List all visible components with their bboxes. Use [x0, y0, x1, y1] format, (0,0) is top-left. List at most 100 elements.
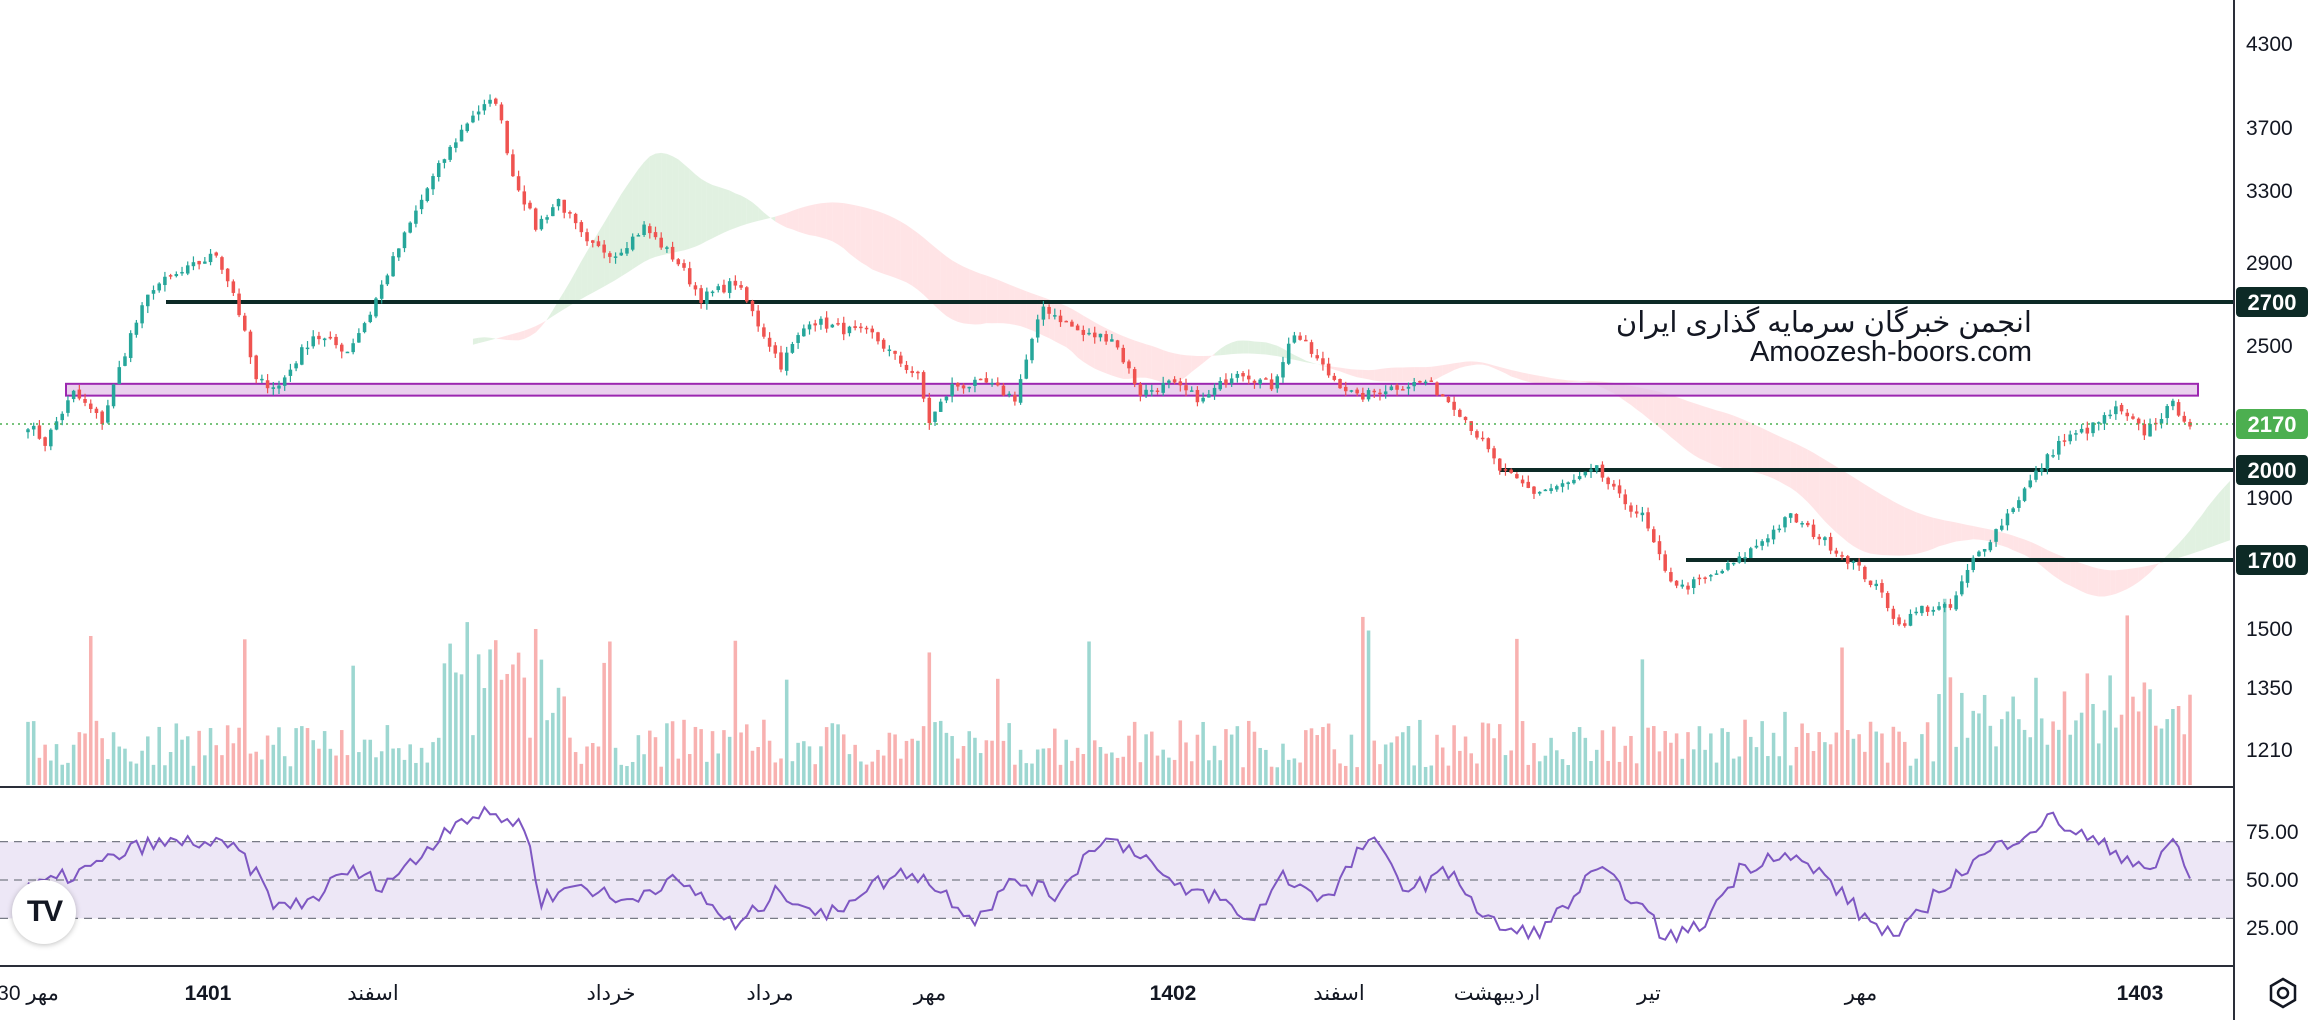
candle-body: [465, 123, 470, 132]
volume-bar: [938, 720, 943, 785]
candle-body: [1823, 537, 1827, 541]
volume-bar: [448, 643, 452, 785]
candle-body: [1001, 385, 1006, 396]
candle-body: [813, 323, 817, 326]
candle-body: [590, 240, 595, 243]
cloud-segment: [1802, 446, 1808, 503]
volume-bar: [1338, 763, 1342, 785]
volume-bar: [1931, 761, 1936, 785]
time-axis[interactable]: 30 مهر 1401 اسفند خرداد مرداد مهر 1402 اسفند ارد…: [0, 982, 2163, 1005]
candle-body: [682, 263, 686, 268]
volume-bar: [2034, 677, 2038, 785]
volume-bar: [1127, 735, 1131, 785]
candle-body: [927, 397, 932, 424]
volume-bar: [1777, 756, 1782, 785]
candle-body: [1669, 572, 1673, 582]
volume-bar: [49, 760, 53, 785]
candle-body: [648, 226, 652, 234]
volume-bar: [1845, 730, 1850, 785]
candle-body: [2148, 423, 2152, 437]
candle-body: [1857, 561, 1861, 566]
candle-body: [2136, 418, 2141, 424]
horizontal-levels[interactable]: [166, 300, 2234, 562]
cloud-segment: [1214, 348, 1221, 356]
volume-bar: [1321, 727, 1325, 785]
volume-bar: [511, 664, 515, 785]
candle-body: [659, 237, 663, 248]
cloud-segment: [1128, 338, 1135, 379]
settings-gear-icon[interactable]: [2269, 977, 2297, 1009]
candle-body: [1423, 381, 1428, 384]
candle-body: [796, 335, 800, 343]
candle-body: [1013, 395, 1017, 402]
volume-bar: [1110, 752, 1114, 785]
level-label: 1700: [2248, 548, 2297, 573]
candle-body: [334, 336, 338, 346]
candle-body: [1817, 536, 1821, 540]
volume-bar: [1743, 719, 1747, 785]
cloud-segment: [1556, 378, 1563, 384]
cloud-segment: [1670, 395, 1677, 442]
volume-bar: [1806, 733, 1810, 785]
volume-bar: [1754, 747, 1759, 785]
volume-bar: [391, 748, 395, 785]
tradingview-logo-icon[interactable]: TV: [12, 880, 76, 944]
cloud-segment: [1334, 366, 1341, 372]
candle-body: [1914, 611, 1918, 614]
volume-bar: [1229, 734, 1234, 785]
volume-bar: [1195, 734, 1200, 785]
candle-body: [1041, 306, 1046, 320]
volume-bar: [231, 743, 236, 785]
candle-body: [1982, 549, 1987, 552]
candle-body: [516, 176, 521, 191]
candle-body: [368, 314, 373, 323]
candle-body: [1098, 333, 1103, 338]
cloud-segment: [1197, 355, 1204, 368]
candle-body: [1880, 583, 1884, 593]
candle-body: [2114, 406, 2118, 415]
rsi-axis[interactable]: 75.00 50.00 25.00: [2246, 821, 2299, 940]
volume-bar: [1960, 692, 1964, 785]
volume-bar: [1982, 694, 1987, 785]
volume-bar: [1235, 726, 1240, 785]
cloud-segment: [1151, 345, 1158, 381]
volume-bar: [870, 761, 875, 785]
volume-bar: [733, 640, 738, 785]
volume-bar: [1275, 767, 1280, 785]
cloud-segment: [535, 323, 542, 333]
volume-bar: [2102, 710, 2107, 785]
candle-body: [819, 318, 823, 325]
volume-bar: [859, 761, 863, 785]
cloud-segment: [718, 186, 724, 236]
volume-bar: [944, 732, 949, 785]
candle-body: [471, 115, 475, 123]
cloud-segment: [2184, 530, 2190, 557]
cloud-segment: [1870, 487, 1877, 555]
volume-bar: [1537, 761, 1542, 785]
candle-body: [870, 328, 875, 333]
cloud-segment: [1984, 528, 1991, 542]
cloud-segment: [1379, 368, 1386, 382]
volume-bar: [1766, 756, 1770, 785]
candle-body: [933, 411, 937, 422]
price-axis[interactable]: 4300 3700 3300 2900 2500 1900 1500 1350 1210: [2246, 33, 2293, 762]
candle-body: [1161, 383, 1165, 393]
candle-body: [1458, 409, 1462, 417]
cloud-segment: [1442, 364, 1449, 376]
candle-body: [362, 323, 367, 333]
cloud-segment: [1357, 369, 1363, 379]
candle-body: [630, 236, 635, 250]
volume-bar: [1663, 731, 1667, 785]
candle-body: [2159, 419, 2164, 424]
volume-bar: [613, 747, 618, 785]
volume-bar: [351, 665, 355, 785]
candle-body: [802, 328, 806, 337]
volume-bar: [1697, 726, 1702, 785]
candle-body: [727, 281, 732, 293]
rsi-pane[interactable]: [0, 805, 2234, 944]
volume-bar: [1092, 740, 1097, 785]
support-zone-rectangle[interactable]: [65, 382, 2199, 397]
volume-bar: [1184, 742, 1188, 785]
